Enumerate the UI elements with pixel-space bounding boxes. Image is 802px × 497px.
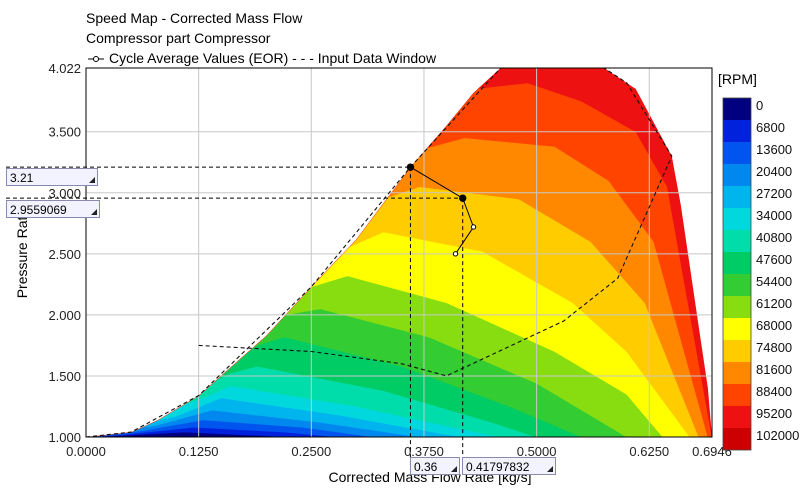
colorbar-label: 74800 [756, 340, 792, 355]
colorbar-label: 88400 [756, 384, 792, 399]
y-tick-label: 3.500 [48, 125, 81, 140]
speed-contour-bands [86, 68, 712, 437]
colorbar-swatch [723, 230, 751, 252]
crosshair-y-value-2-text: 2.9559069 [10, 203, 67, 217]
chart-title-line-2: Compressor part Compressor [86, 30, 271, 46]
x-tick-label: 0.2500 [291, 444, 331, 459]
colorbar-swatch [723, 428, 751, 450]
colorbar-swatch [723, 186, 751, 208]
colorbar-label: 95200 [756, 406, 792, 421]
legend-label: Cycle Average Values (EOR) - - - Input D… [109, 50, 437, 66]
cycle-point [406, 163, 415, 171]
x-tick-label: 0.3750 [404, 444, 444, 459]
x-tick-label: 0.0000 [66, 444, 106, 459]
crosshair-x-value-2[interactable]: 0.41797832 [462, 457, 556, 475]
colorbar-swatch [723, 164, 751, 186]
grid-lines [86, 68, 712, 437]
colorbar-swatch [723, 274, 751, 296]
y-tick-label: 1.500 [48, 369, 81, 384]
colorbar-swatch [723, 362, 751, 384]
colorbar-label: 61200 [756, 296, 792, 311]
colorbar-frame [722, 97, 752, 451]
x-tick-label: 0.6946 [692, 444, 732, 459]
crosshair-y-value-1[interactable]: 3.21 [6, 168, 98, 186]
cycle-point [452, 251, 459, 257]
colorbar-swatch [723, 98, 751, 120]
colorbar-swatch [723, 340, 751, 362]
colorbar-swatch [723, 296, 751, 318]
legend-marker-symbol [93, 56, 99, 62]
y-tick-label: 3.000 [48, 186, 81, 201]
colorbar-swatch [723, 384, 751, 406]
crosshair-y-value-1-text: 3.21 [10, 171, 34, 185]
crosshair-y-value-2[interactable]: 2.9559069 [6, 200, 100, 218]
colorbar-label: 47600 [756, 252, 792, 267]
colorbar: 0 6800 13600 20400 27200 34000 40800 47600 54400… [722, 97, 799, 451]
colorbar-swatch [723, 318, 751, 340]
colorbar-swatch [723, 120, 751, 142]
colorbar-swatch [723, 252, 751, 274]
colorbar-label: 6800 [756, 120, 785, 135]
plot-frame [85, 67, 713, 438]
y-tick-label: 4.022 [48, 61, 81, 76]
colorbar-swatch [723, 208, 751, 230]
cycle-point [470, 224, 477, 230]
colorbar-label: 34000 [756, 208, 792, 223]
cycle-average-path [410, 166, 475, 255]
crosshair-x-value-1[interactable]: 0.36 [410, 457, 460, 475]
colorbar-unit: [RPM] [718, 71, 757, 87]
colorbar-label: 54400 [756, 274, 792, 289]
colorbar-label: 13600 [756, 142, 792, 157]
cycle-average-line [406, 163, 477, 257]
chart-title-line-1: Speed Map - Corrected Mass Flow [86, 10, 303, 26]
crosshair-x-value-2-text: 0.41797832 [466, 460, 530, 474]
x-tick-labels: 0.0000 0.1250 0.2500 0.3750 0.5000 0.6250 0.69… [66, 444, 732, 459]
colorbar-label: 0 [756, 98, 763, 113]
legend: Cycle Average Values (EOR) - - - Input D… [88, 50, 437, 66]
colorbar-label: 81600 [756, 362, 792, 377]
y-tick-label: 1.000 [48, 430, 81, 445]
colorbar-swatch [723, 406, 751, 428]
colorbar-label: 20400 [756, 164, 792, 179]
input-data-window-line [198, 67, 673, 377]
outside-envelope [86, 68, 712, 437]
colorbar-label: 27200 [756, 186, 792, 201]
cycle-point [459, 194, 467, 202]
x-tick-label: 0.5000 [517, 444, 557, 459]
x-tick-label: 0.6250 [629, 444, 669, 459]
colorbar-label: 40800 [756, 230, 792, 245]
colorbar-label: 102000 [756, 428, 799, 443]
y-axis-label: Pressure Ratio [14, 205, 30, 298]
y-tick-label: 2.500 [48, 247, 81, 262]
x-tick-label: 0.1250 [179, 444, 219, 459]
y-tick-label: 2.000 [48, 308, 81, 323]
colorbar-label: 68000 [756, 318, 792, 333]
crosshair-x-value-1-text: 0.36 [414, 460, 438, 474]
colorbar-swatch [723, 142, 751, 164]
y-tick-labels: 1.000 1.500 2.000 2.500 3.000 3.500 4.022 [48, 61, 81, 445]
